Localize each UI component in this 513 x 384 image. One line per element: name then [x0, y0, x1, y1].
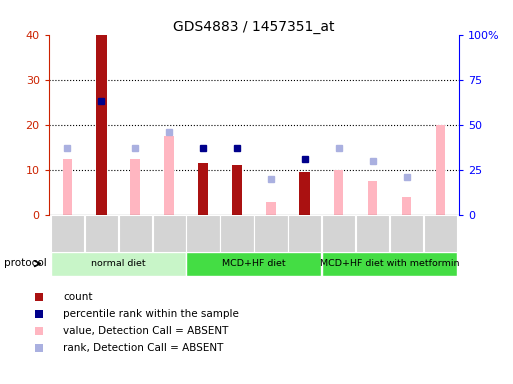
Bar	[85, 215, 118, 252]
Bar	[186, 252, 322, 276]
Bar	[51, 252, 186, 276]
Bar	[390, 215, 423, 252]
Text: MCD+HF diet: MCD+HF diet	[222, 259, 286, 268]
Text: value, Detection Call = ABSENT: value, Detection Call = ABSENT	[63, 326, 228, 336]
Title: GDS4883 / 1457351_at: GDS4883 / 1457351_at	[173, 20, 334, 33]
Bar	[231, 164, 243, 215]
Bar	[152, 215, 186, 252]
Bar	[266, 202, 275, 215]
Bar	[63, 159, 72, 215]
Text: protocol: protocol	[4, 258, 47, 268]
Text: MCD+HF diet with metformin: MCD+HF diet with metformin	[320, 259, 459, 268]
Bar	[322, 252, 457, 276]
Text: count: count	[63, 292, 92, 302]
Bar	[198, 163, 208, 215]
Bar	[322, 215, 356, 252]
Bar	[96, 35, 107, 215]
Bar	[436, 125, 445, 215]
Bar	[51, 215, 84, 252]
Text: rank, Detection Call = ABSENT: rank, Detection Call = ABSENT	[63, 343, 223, 353]
Text: normal diet: normal diet	[91, 259, 146, 268]
Bar	[221, 215, 253, 252]
Bar	[300, 172, 310, 215]
Bar	[186, 215, 220, 252]
Bar	[130, 159, 140, 215]
Bar	[334, 170, 344, 215]
Bar	[424, 215, 457, 252]
Bar	[288, 215, 322, 252]
Bar	[356, 215, 389, 252]
Text: percentile rank within the sample: percentile rank within the sample	[63, 309, 239, 319]
Bar	[402, 197, 411, 215]
Bar	[368, 181, 378, 215]
Bar	[254, 215, 287, 252]
Bar	[164, 136, 174, 215]
Bar	[119, 215, 152, 252]
